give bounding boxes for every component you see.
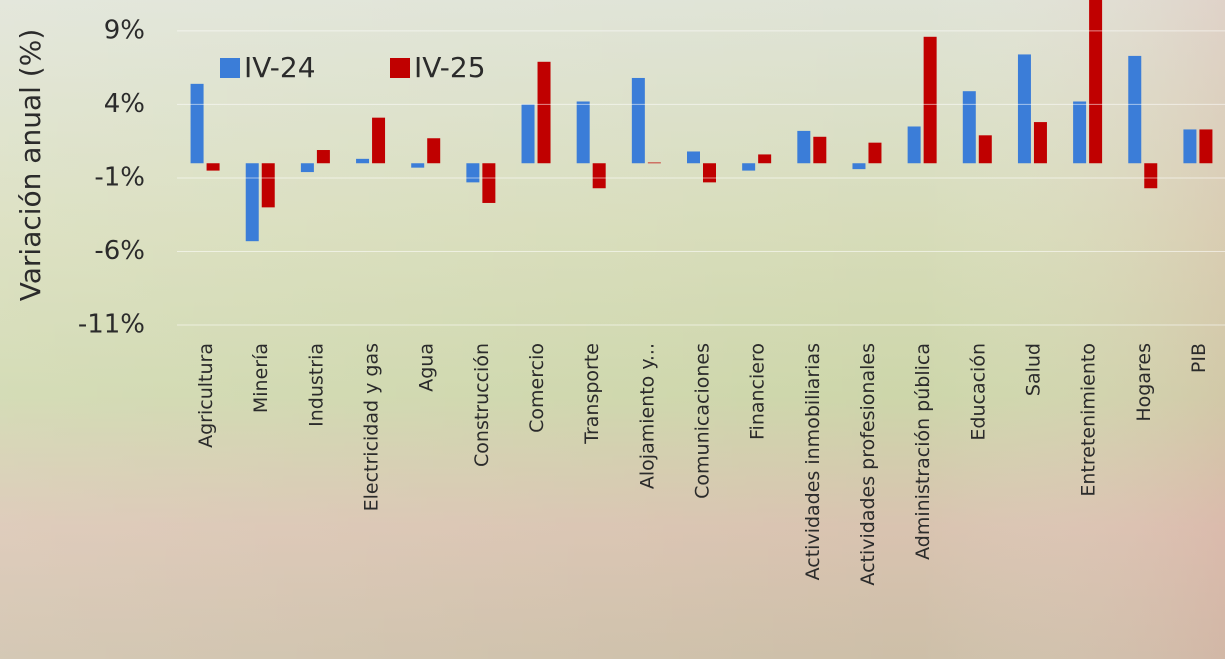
bar	[978, 135, 992, 164]
x-tick-label: Agricultura	[195, 343, 217, 448]
bar	[797, 130, 811, 164]
x-tick-label: PIB	[1188, 343, 1210, 373]
y-tick-label: 4%	[104, 89, 145, 119]
bar	[687, 151, 700, 164]
bar	[852, 163, 866, 170]
legend-swatch	[220, 58, 240, 78]
x-tick-label: Industria	[305, 343, 327, 427]
bar	[813, 136, 827, 164]
bar	[703, 163, 716, 183]
bar	[411, 163, 425, 168]
bar	[190, 83, 204, 164]
bar	[482, 163, 496, 203]
x-tick-label: Financiero	[747, 343, 769, 440]
y-tick-label: -1%	[94, 162, 145, 192]
bar	[466, 163, 480, 183]
bar	[742, 163, 756, 171]
legend-label: IV-25	[414, 51, 486, 84]
bar	[1033, 122, 1047, 164]
y-axis-title: Variación anual (%)	[14, 29, 47, 301]
x-tick-label: Agua	[416, 343, 438, 392]
legend-label: IV-24	[244, 51, 316, 84]
bar	[356, 158, 370, 164]
bar	[1073, 101, 1087, 164]
x-tick-label: Comunicaciones	[692, 343, 714, 499]
bar	[868, 142, 882, 164]
x-tick-label: Electricidad y gas	[361, 343, 383, 511]
bar	[300, 163, 314, 173]
bar	[576, 101, 590, 164]
bar	[206, 163, 220, 171]
x-tick-label: Comercio	[526, 343, 548, 433]
bar	[1089, 0, 1103, 164]
bar	[1183, 129, 1197, 164]
x-tick-label: Administración pública	[912, 343, 934, 560]
bar	[962, 91, 976, 164]
bar	[923, 36, 937, 164]
x-tick-label: Educación	[967, 343, 989, 441]
y-tick-label: -6%	[94, 236, 145, 266]
bar	[537, 61, 551, 164]
legend-swatch	[390, 58, 410, 78]
bar	[758, 154, 772, 164]
x-tick-label: Alojamiento y...	[636, 343, 658, 489]
bar	[316, 150, 330, 164]
bar	[1144, 163, 1158, 189]
bar	[907, 126, 921, 164]
x-tick-label: Actividades profesionales	[857, 343, 879, 586]
bar	[1199, 129, 1213, 164]
x-tick-label: Salud	[1022, 343, 1044, 396]
bar	[427, 138, 441, 164]
x-tick-label: Transporte	[581, 343, 603, 445]
x-tick-label: Minería	[250, 343, 272, 413]
x-tick-label: Construcción	[471, 343, 493, 467]
y-tick-label: -11%	[78, 310, 145, 340]
bar	[245, 163, 259, 242]
bar	[1017, 54, 1031, 164]
bar	[647, 162, 661, 164]
y-tick-label: 9%	[104, 15, 145, 45]
bar	[592, 163, 606, 189]
bar	[261, 163, 275, 208]
x-tick-label: Actividades inmobiliarias	[802, 343, 824, 580]
x-tick-label: Hogares	[1133, 343, 1155, 422]
bar	[631, 77, 645, 164]
x-tick-label: Entretenimiento	[1078, 343, 1100, 497]
bar	[372, 117, 386, 164]
bar	[1128, 55, 1142, 164]
plot-area	[190, 0, 1213, 242]
bar	[521, 104, 535, 164]
